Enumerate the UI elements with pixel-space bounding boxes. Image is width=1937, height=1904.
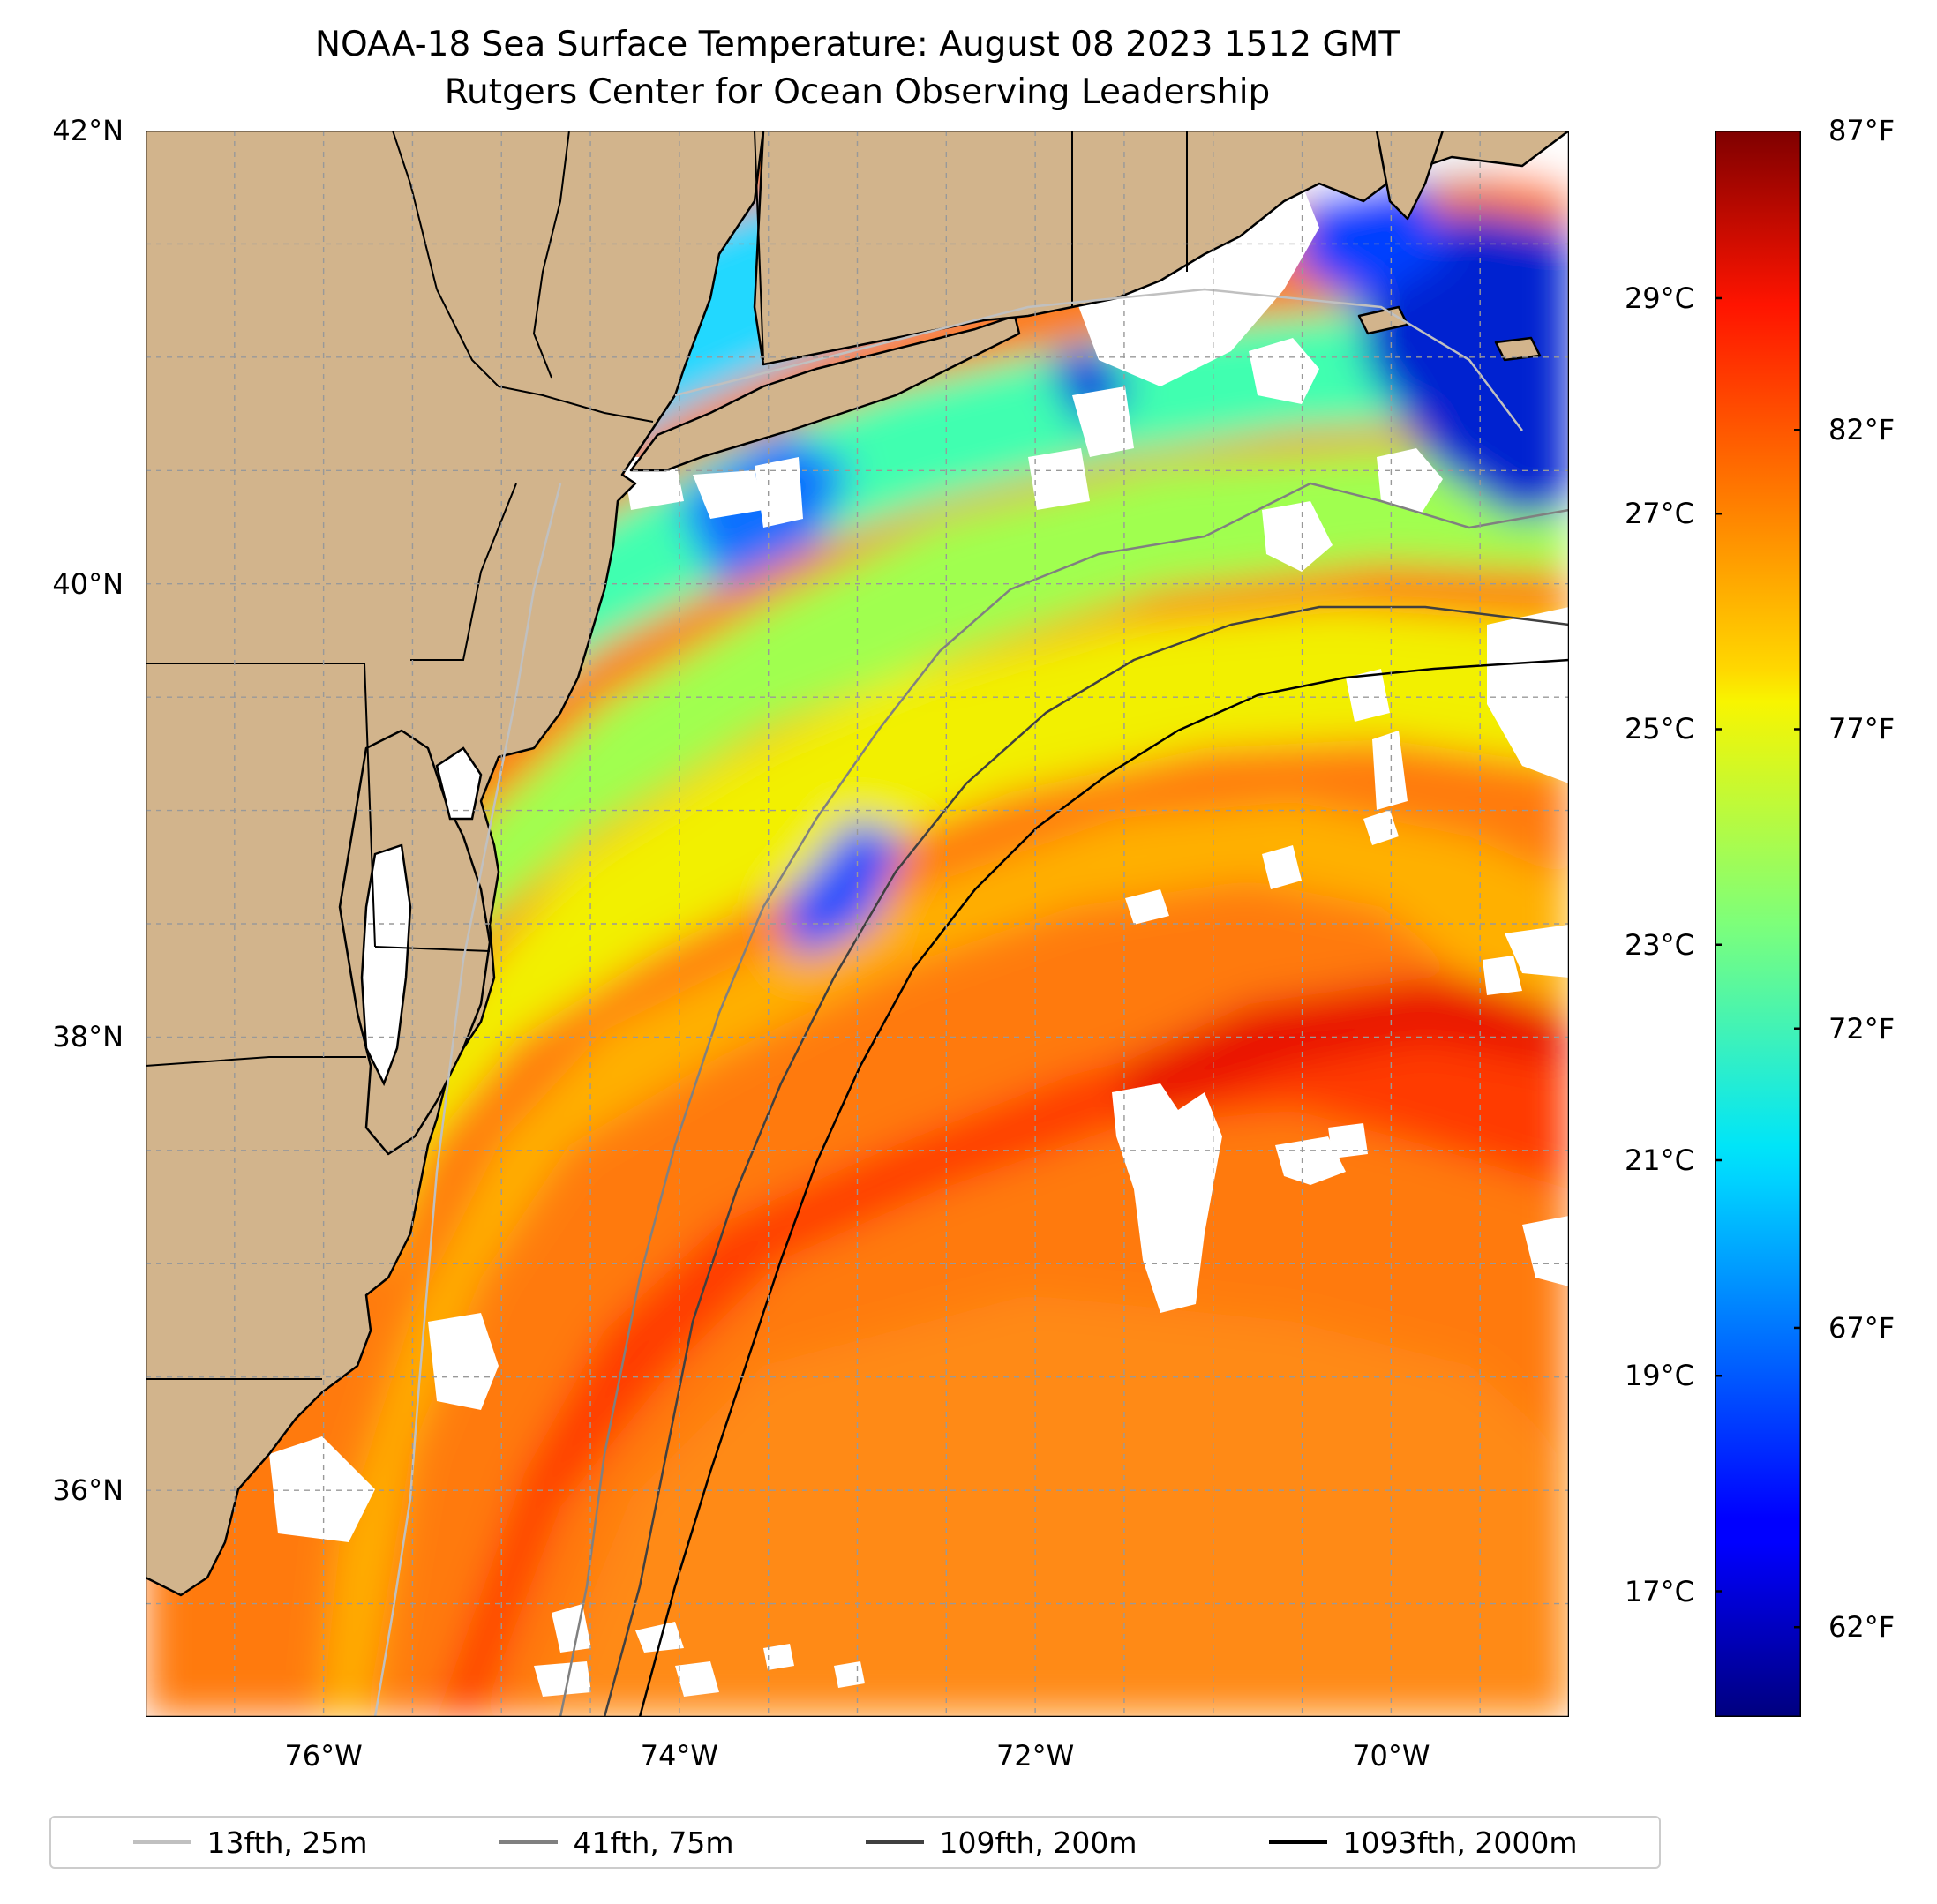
- contour-2000m: [638, 658, 1569, 1717]
- legend-label: 109fth, 200m: [939, 1825, 1137, 1860]
- celsius-tick-label: 25°C: [1624, 712, 1694, 746]
- legend-entry: 109fth, 200m: [865, 1825, 1137, 1860]
- lat-tick-label: 42°N: [52, 114, 124, 147]
- celsius-tick-label: 23°C: [1624, 927, 1694, 962]
- contour-75m: [559, 482, 1569, 1717]
- contour-25m: [373, 483, 562, 1717]
- legend-entry: 41fth, 75m: [499, 1825, 734, 1860]
- legend-label: 1093fth, 2000m: [1342, 1825, 1578, 1860]
- gridlines: [146, 131, 1569, 1717]
- legend-entry: 13fth, 25m: [132, 1825, 368, 1860]
- figure-subtitle: Rutgers Center for Ocean Observing Leade…: [444, 72, 1271, 112]
- fahrenheit-tick-label: 72°F: [1828, 1011, 1896, 1046]
- contour-200m: [603, 605, 1569, 1717]
- lon-tick-label: 70°W: [1352, 1739, 1430, 1773]
- lon-tick-label: 74°W: [640, 1739, 719, 1773]
- land: [146, 131, 1569, 1597]
- celsius-tick-label: 21°C: [1624, 1143, 1694, 1177]
- legend-label: 13fth, 25m: [206, 1825, 368, 1860]
- fahrenheit-tick-label: 77°F: [1828, 712, 1896, 746]
- bathymetry-contours: [373, 288, 1569, 1717]
- lon-tick-label: 72°W: [995, 1739, 1075, 1773]
- lon-tick-label: 76°W: [284, 1739, 363, 1773]
- legend-line-swatch: [132, 1840, 191, 1844]
- sst-map: [146, 131, 1569, 1717]
- legend-line-swatch: [499, 1840, 558, 1844]
- fahrenheit-tick-label: 62°F: [1828, 1610, 1896, 1645]
- lat-tick-label: 38°N: [52, 1020, 124, 1054]
- legend-entry: 1093fth, 2000m: [1268, 1825, 1578, 1860]
- figure-title: NOAA-18 Sea Surface Temperature: August …: [314, 25, 1400, 64]
- lat-tick-label: 40°N: [52, 566, 124, 601]
- fahrenheit-tick-label: 67°F: [1828, 1310, 1896, 1345]
- celsius-tick-label: 19°C: [1624, 1359, 1694, 1393]
- celsius-tick-label: 29°C: [1624, 281, 1694, 315]
- colorbar: [1715, 131, 1801, 1717]
- fahrenheit-tick-label: 82°F: [1828, 413, 1896, 447]
- celsius-tick-label: 17°C: [1624, 1574, 1694, 1608]
- legend-label: 41fth, 75m: [573, 1825, 734, 1860]
- celsius-tick-label: 27°C: [1624, 497, 1694, 531]
- legend-line-swatch: [865, 1840, 924, 1844]
- lat-tick-label: 36°N: [52, 1473, 124, 1508]
- state-borders: [146, 131, 1188, 1380]
- contour-25m-b: [674, 288, 1523, 431]
- contour-legend: 13fth, 25m 41fth, 75m 109fth, 200m 1093fth,…: [49, 1816, 1661, 1869]
- legend-line-swatch: [1268, 1840, 1327, 1844]
- fahrenheit-tick-label: 87°F: [1828, 114, 1896, 147]
- colorbar-tick-marks: [1715, 131, 1801, 1629]
